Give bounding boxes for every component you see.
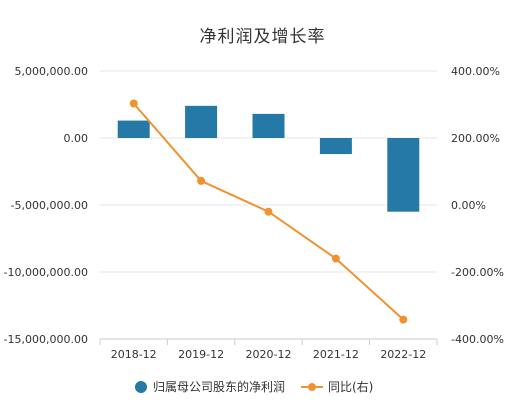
right-tick-label: 400.00% — [451, 65, 500, 78]
left-tick-label: -15,000,000.00 — [4, 333, 88, 346]
line-point — [331, 254, 340, 263]
legend-label-line: 同比(右) — [328, 379, 373, 394]
x-tick-label: 2022-12 — [380, 348, 426, 361]
right-tick-label: 200.00% — [451, 132, 500, 145]
line-point — [129, 99, 138, 108]
bar — [117, 120, 150, 138]
bar — [252, 113, 285, 138]
left-tick-label: 0.00 — [64, 132, 89, 145]
legend-marker-dot — [308, 383, 316, 391]
bar — [185, 105, 218, 138]
line-point — [197, 176, 206, 185]
chart-title: 净利润及增长率 — [199, 27, 326, 47]
bar — [387, 138, 420, 212]
line-point — [399, 315, 408, 324]
left-tick-label: -5,000,000.00 — [11, 199, 88, 212]
x-tick-label: 2021-12 — [313, 348, 359, 361]
x-tick-label: 2020-12 — [246, 348, 292, 361]
legend-marker-bar — [135, 381, 147, 393]
legend-label-bar: 归属母公司股东的净利润 — [153, 379, 285, 394]
line-point — [264, 207, 273, 216]
right-tick-label: -400.00% — [451, 333, 504, 346]
x-tick-label: 2018-12 — [111, 348, 157, 361]
right-tick-label: -200.00% — [451, 266, 504, 279]
left-tick-label: 5,000,000.00 — [15, 65, 88, 78]
x-tick-label: 2019-12 — [178, 348, 224, 361]
left-tick-label: -10,000,000.00 — [4, 266, 88, 279]
bar — [319, 138, 352, 155]
right-tick-label: 0.00% — [451, 199, 486, 212]
